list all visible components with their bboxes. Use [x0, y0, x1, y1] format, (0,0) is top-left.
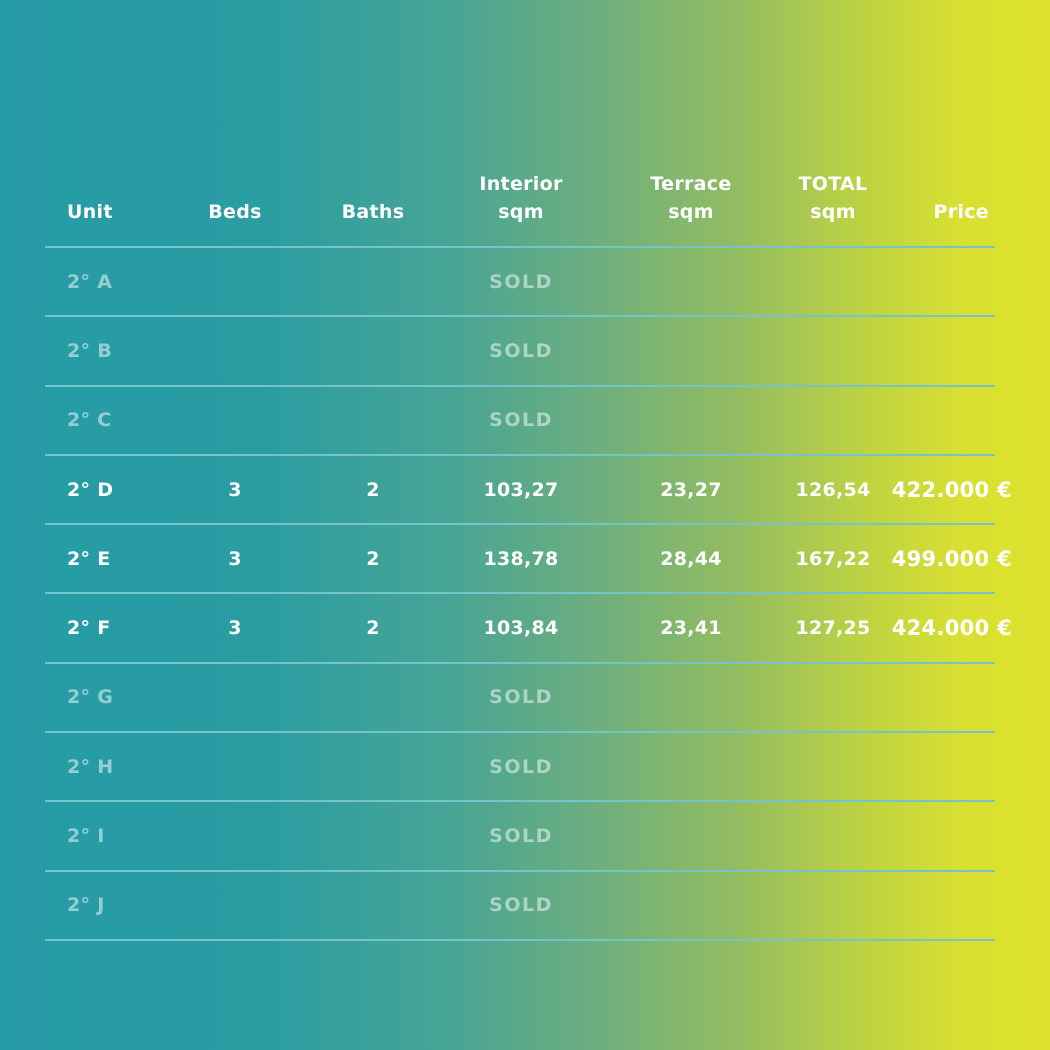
- column-header-beds: Beds: [208, 201, 262, 223]
- total-cell: 126,54: [795, 478, 871, 501]
- column-header-baths: Baths: [341, 201, 405, 223]
- unit-cell: 2° I: [67, 825, 105, 848]
- column-header-interior: Interior sqm: [479, 173, 563, 223]
- unit-cell: 2° D: [67, 478, 114, 501]
- baths-cell: 2: [366, 478, 380, 501]
- total-cell: 127,25: [795, 617, 871, 640]
- unit-cell: 2° B: [67, 339, 113, 362]
- table-row: 2° G SOLD: [45, 664, 995, 734]
- beds-cell: 3: [228, 547, 242, 570]
- table-row: 2° F 3 2 103,84 23,41 127,25 424.000 €: [45, 594, 1012, 664]
- unit-cell: 2° J: [67, 894, 105, 917]
- units-price-table: Unit Beds Baths Interior sqm Terrace sqm…: [45, 170, 1012, 941]
- baths-cell: 2: [366, 547, 380, 570]
- table-row: 2° B SOLD: [45, 317, 995, 387]
- price-cell: 499.000 €: [891, 546, 1012, 571]
- column-header-unit: Unit: [67, 201, 113, 223]
- terrace-cell: 23,27: [660, 478, 722, 501]
- column-header-price: Price: [933, 201, 989, 223]
- interior-cell: 103,84: [483, 617, 559, 640]
- sold-status: SOLD: [489, 686, 553, 709]
- sold-status: SOLD: [489, 339, 553, 362]
- unit-cell: 2° H: [67, 755, 114, 778]
- price-cell: 422.000 €: [891, 477, 1012, 502]
- terrace-cell: 23,41: [660, 617, 722, 640]
- unit-cell: 2° E: [67, 547, 111, 570]
- baths-cell: 2: [366, 617, 380, 640]
- sold-status: SOLD: [489, 755, 553, 778]
- price-cell: 424.000 €: [891, 616, 1012, 641]
- beds-cell: 3: [228, 478, 242, 501]
- unit-cell: 2° F: [67, 617, 111, 640]
- sold-status: SOLD: [489, 825, 553, 848]
- unit-cell: 2° C: [67, 409, 112, 432]
- total-cell: 167,22: [795, 547, 871, 570]
- sold-status: SOLD: [489, 409, 553, 432]
- interior-cell: 138,78: [483, 547, 559, 570]
- table-row: 2° C SOLD: [45, 387, 995, 456]
- beds-cell: 3: [228, 617, 242, 640]
- unit-cell: 2° A: [67, 270, 113, 293]
- table-row: 2° D 3 2 103,27 23,27 126,54 422.000 €: [45, 456, 1012, 526]
- table-header: Unit Beds Baths Interior sqm Terrace sqm…: [45, 170, 995, 248]
- terrace-cell: 28,44: [660, 547, 722, 570]
- sold-status: SOLD: [489, 270, 553, 293]
- sold-status: SOLD: [489, 894, 553, 917]
- table-row: 2° A SOLD: [45, 248, 995, 318]
- table-row: 2° E 3 2 138,78 28,44 167,22 499.000 €: [45, 525, 1012, 595]
- column-header-total: TOTAL sqm: [798, 173, 868, 223]
- table-row: 2° H SOLD: [45, 733, 995, 803]
- interior-cell: 103,27: [483, 478, 559, 501]
- table-row: 2° J SOLD: [45, 872, 995, 941]
- unit-cell: 2° G: [67, 686, 114, 709]
- column-header-terrace: Terrace sqm: [650, 173, 732, 223]
- table-row: 2° I SOLD: [45, 802, 995, 872]
